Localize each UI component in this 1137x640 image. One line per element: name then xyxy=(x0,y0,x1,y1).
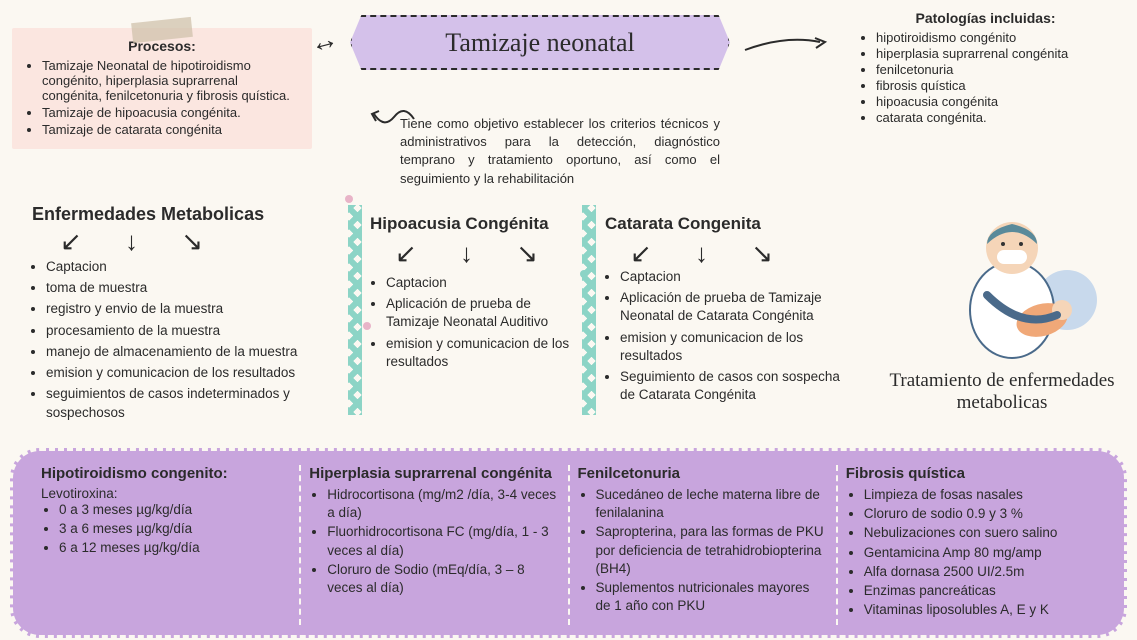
list-item: 3 a 6 meses µg/kg/día xyxy=(59,520,291,538)
list-item: Aplicación de prueba de Tamizaje Neonata… xyxy=(386,295,576,331)
list-item: hiperplasia suprarrenal congénita xyxy=(876,46,1123,61)
list-item: Sapropterina, para las formas de PKU por… xyxy=(596,523,828,578)
procesos-card: Procesos: Tamizaje Neonatal de hipotiroi… xyxy=(12,28,312,149)
hipoacusia-list: Captacion Aplicación de prueba de Tamiza… xyxy=(368,274,576,374)
patologias-card: Patologías incluidas: hipotiroidismo con… xyxy=(848,10,1123,126)
subtitle-text: Tiene como objetivo establecer los crite… xyxy=(400,115,720,188)
treatment-col-hiperplasia: Hiperplasia suprarrenal congénita Hidroc… xyxy=(301,465,569,625)
dot-icon xyxy=(580,270,588,278)
list-item: toma de muestra xyxy=(46,279,338,297)
list-item: Suplementos nutricionales mayores de 1 a… xyxy=(596,579,828,615)
nurse-baby-illustration xyxy=(917,200,1107,360)
col-heading: Fibrosis quística xyxy=(846,465,1096,482)
tratamiento-heading: Tratamiento de enfermedades metabolicas xyxy=(887,370,1117,414)
zigzag-divider-icon xyxy=(348,205,362,415)
list-item: Tamizaje de hipoacusia congénita. xyxy=(42,105,298,120)
list-item: hipoacusia congénita xyxy=(876,94,1123,109)
list-item: Gentamicina Amp 80 mg/amp xyxy=(864,544,1096,562)
procesos-list: Tamizaje Neonatal de hipotiroidismo cong… xyxy=(26,58,298,137)
list-item: Nebulizaciones con suero salino xyxy=(864,524,1096,542)
list-item: Tamizaje de catarata congénita xyxy=(42,122,298,137)
treatment-col-fenilcetonuria: Fenilcetonuria Sucedáneo de leche matern… xyxy=(570,465,838,625)
catarata-heading: Catarata Congenita xyxy=(605,214,761,234)
col-heading: Fenilcetonuria xyxy=(578,465,828,482)
list-item: Sucedáneo de leche materna libre de feni… xyxy=(596,486,828,522)
list-item: Hidrocortisona (mg/m2 /día, 3-4 veces a … xyxy=(327,486,559,522)
patologias-heading: Patologías incluidas: xyxy=(848,10,1123,26)
col-heading: Hipotiroidismo congenito: xyxy=(41,465,291,482)
metabolicas-heading: Enfermedades Metabolicas xyxy=(32,204,264,225)
list-item: Fluorhidrocortisona FC (mg/día, 1 - 3 ve… xyxy=(327,523,559,559)
arrows-down-icon: ↙ ↓ ↘ xyxy=(60,226,221,257)
hipoacusia-heading: Hipoacusia Congénita xyxy=(370,214,549,234)
list-item: Seguimiento de casos con sospecha de Cat… xyxy=(620,368,842,404)
list-item: Captacion xyxy=(46,258,338,276)
list-item: procesamiento de la muestra xyxy=(46,322,338,340)
list-item: Cloruro de Sodio (mEq/día, 3 – 8 veces a… xyxy=(327,561,559,597)
col-heading: Hiperplasia suprarrenal congénita xyxy=(309,465,559,482)
list-item: manejo de almacenamiento de la muestra xyxy=(46,343,338,361)
list-item: Tamizaje Neonatal de hipotiroidismo cong… xyxy=(42,58,298,103)
list-item: emision y comunicacion de los resultados xyxy=(46,364,338,382)
dot-icon xyxy=(363,322,371,330)
patologias-list: hipotiroidismo congénito hiperplasia sup… xyxy=(848,30,1123,125)
procesos-heading: Procesos: xyxy=(26,38,298,54)
arrows-down-icon: ↙ ↓ ↘ xyxy=(395,238,556,269)
list-item: Aplicación de prueba de Tamizaje Neonata… xyxy=(620,289,842,325)
list-item: Captacion xyxy=(386,274,576,292)
list-item: emision y comunicacion de los resultados xyxy=(620,329,842,365)
arrows-down-icon: ↙ ↓ ↘ xyxy=(630,238,791,269)
dot-icon xyxy=(345,195,353,203)
list-item: fibrosis quística xyxy=(876,78,1123,93)
treatment-col-fibrosis: Fibrosis quística Limpieza de fosas nasa… xyxy=(838,465,1104,625)
list-item: hipotiroidismo congénito xyxy=(876,30,1123,45)
treatment-col-hipotiroidismo: Hipotiroidismo congenito: Levotiroxina: … xyxy=(33,465,301,625)
list-item: Limpieza de fosas nasales xyxy=(864,486,1096,504)
list-item: Vitaminas liposolubles A, E y K xyxy=(864,601,1096,619)
arrow-right-icon xyxy=(740,30,830,67)
list-item: Alfa dornasa 2500 UI/2.5m xyxy=(864,563,1096,581)
title-text: Tamizaje neonatal xyxy=(445,28,634,58)
list-item: emision y comunicacion de los resultados xyxy=(386,335,576,371)
list-item: 6 a 12 meses µg/kg/día xyxy=(59,539,291,557)
catarata-list: Captacion Aplicación de prueba de Tamiza… xyxy=(602,268,842,408)
metabolicas-list: Captacion toma de muestra registro y env… xyxy=(28,258,338,425)
zigzag-divider-icon xyxy=(582,205,596,415)
treatment-panel: Hipotiroidismo congenito: Levotiroxina: … xyxy=(10,448,1127,638)
col-sub: Levotiroxina: xyxy=(41,486,291,501)
list-item: Captacion xyxy=(620,268,842,286)
title-banner: Tamizaje neonatal xyxy=(350,15,730,70)
list-item: Cloruro de sodio 0.9 y 3 % xyxy=(864,505,1096,523)
list-item: Enzimas pancreáticas xyxy=(864,582,1096,600)
list-item: fenilcetonuria xyxy=(876,62,1123,77)
list-item: 0 a 3 meses µg/kg/día xyxy=(59,501,291,519)
list-item: registro y envio de la muestra xyxy=(46,300,338,318)
list-item: seguimientos de casos indeterminados y s… xyxy=(46,385,338,421)
list-item: catarata congénita. xyxy=(876,110,1123,125)
